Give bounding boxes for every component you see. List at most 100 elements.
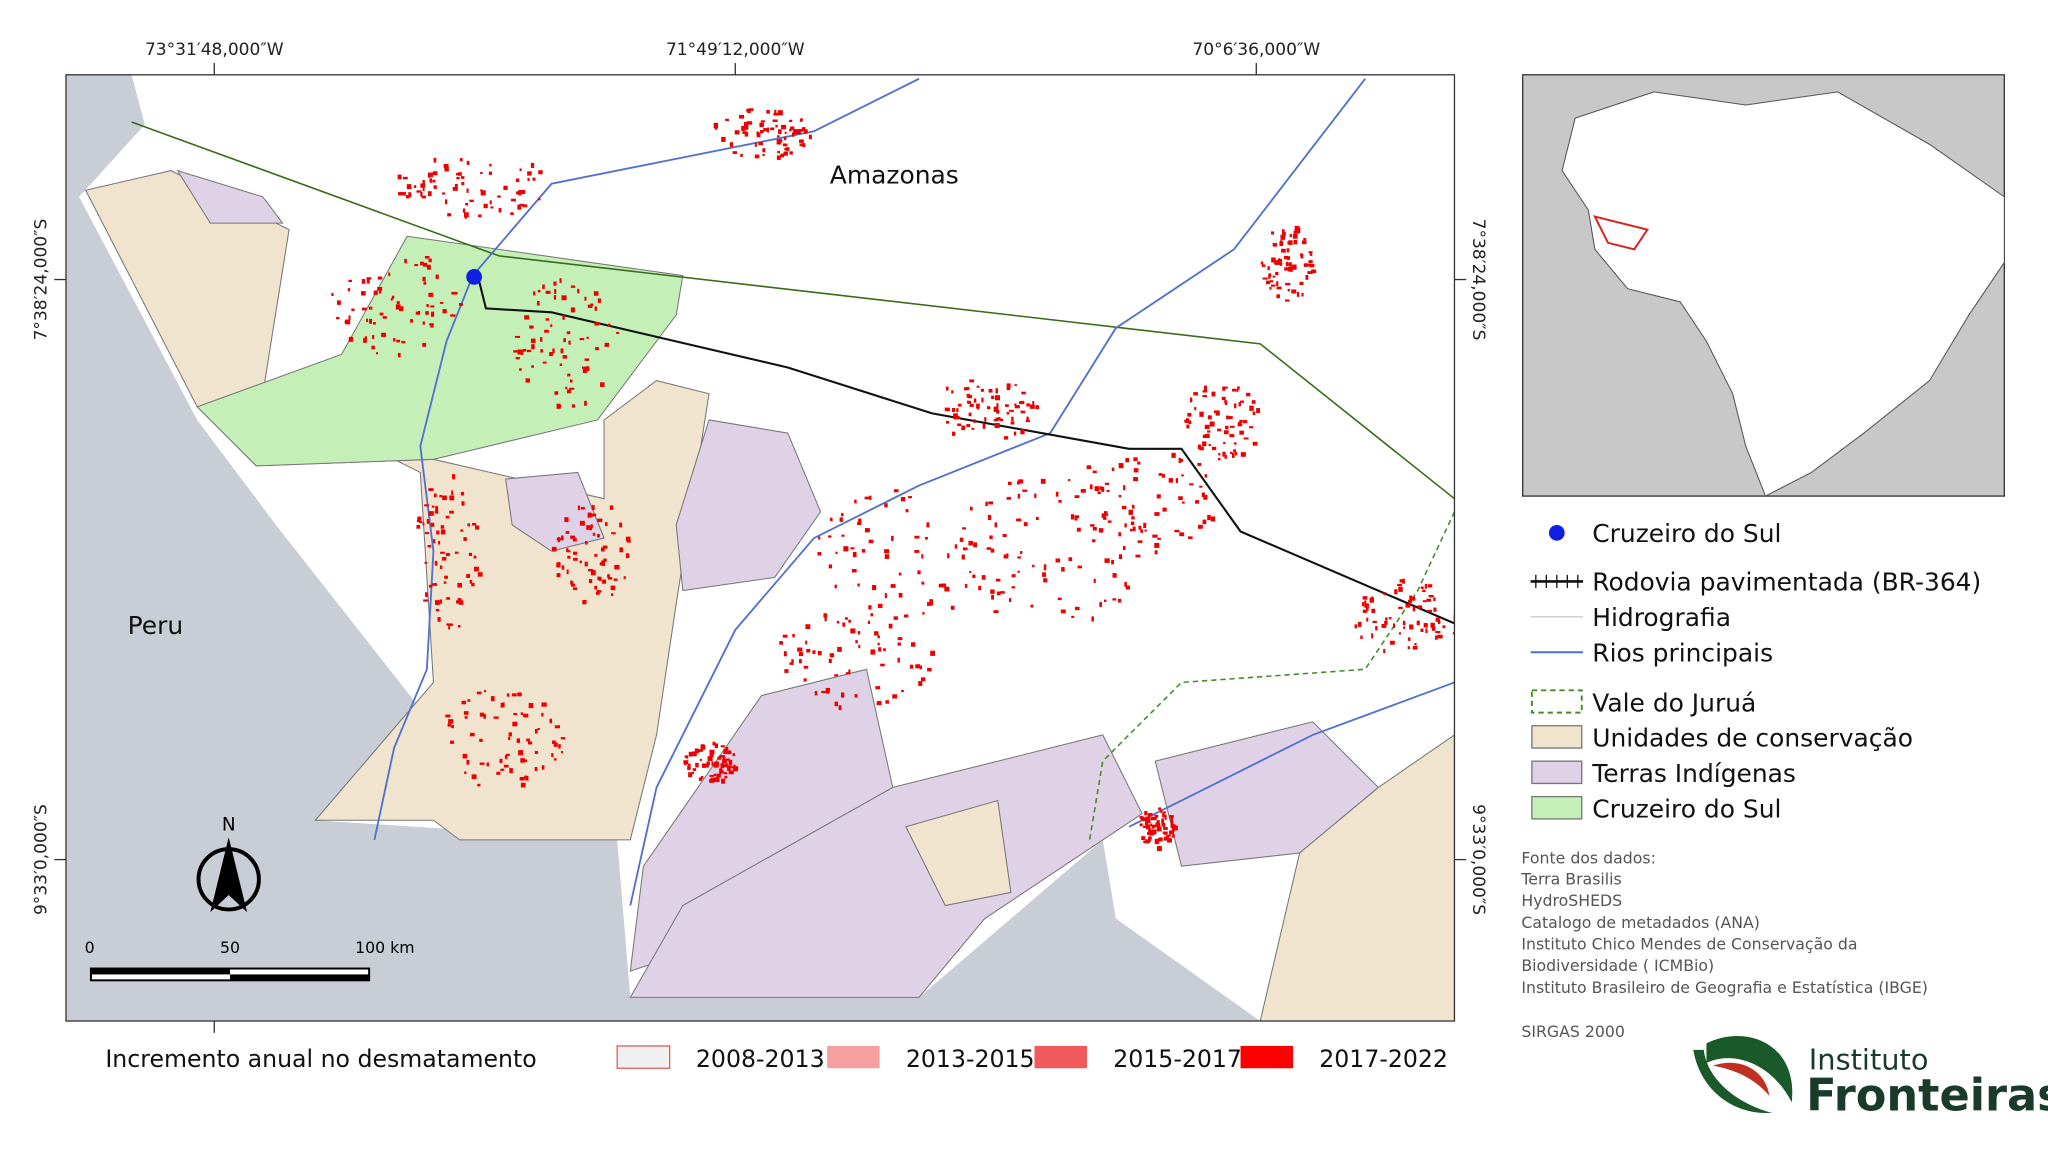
deforestation-patch — [1282, 231, 1286, 237]
deforestation-patch — [562, 315, 565, 320]
deforestation-patch — [834, 674, 839, 677]
deforestation-patch — [754, 154, 760, 159]
deforestation-patch — [1197, 462, 1202, 466]
deforestation-patch — [1147, 818, 1151, 824]
deforestation-patch — [456, 600, 460, 604]
deforestation-patch — [594, 585, 598, 590]
deforestation-patch — [479, 762, 485, 765]
deforestation-patch — [1118, 554, 1123, 560]
deforestation-patch — [447, 723, 452, 727]
deforestation-patch — [1268, 273, 1272, 278]
deforestation-patch — [519, 203, 525, 206]
deforestation-patch — [1301, 292, 1304, 297]
deforestation-patch — [722, 758, 727, 764]
deforestation-patch — [893, 489, 899, 493]
deforestation-patch — [1277, 258, 1281, 263]
deforestation-patch — [484, 690, 487, 693]
deforestation-patch — [1187, 536, 1193, 539]
deforestation-patch — [461, 700, 467, 705]
deforestation-patch — [951, 390, 954, 394]
deforestation-patch — [1163, 837, 1168, 841]
deforestation-patch — [565, 531, 570, 534]
deforestation-patch — [778, 129, 782, 135]
deforestation-patch — [480, 190, 486, 196]
deforestation-patch — [898, 592, 903, 598]
deforestation-patch — [404, 258, 407, 264]
deforestation-patch — [848, 619, 852, 623]
deforestation-patch — [1060, 609, 1066, 614]
deforestation-patch — [378, 290, 382, 294]
deforestation-patch — [837, 646, 842, 652]
deforestation-patch — [792, 633, 795, 638]
deforestation-patch — [966, 423, 971, 428]
source-line: Instituto Brasileiro de Geografia e Esta… — [1521, 978, 1928, 997]
deforestation-patch — [515, 178, 520, 183]
deforestation-patch — [1111, 559, 1115, 565]
deforestation-patch — [497, 195, 501, 198]
deforestation-patch — [696, 749, 701, 753]
deforestation-patch — [561, 750, 564, 754]
deforestation-patch — [422, 342, 427, 347]
deforestation-patch — [410, 319, 413, 323]
deforestation-patch — [978, 585, 982, 591]
deforestation-patch — [982, 423, 986, 429]
deforestation-patch — [746, 121, 753, 125]
deforestation-patch — [479, 738, 483, 743]
place-label: Peru — [128, 611, 184, 640]
deforestation-patch — [926, 602, 933, 606]
deforestation-patch — [1412, 606, 1416, 612]
deforestation-patch — [1203, 494, 1208, 500]
main-map: Amazonas Peru N 0 50 100 km — [65, 74, 1455, 1022]
deforestation-patch — [1160, 809, 1163, 814]
deforestation-patch — [619, 547, 624, 553]
deforestation-patch — [990, 589, 995, 594]
deforestation-patch — [504, 755, 508, 760]
deforestation-patch — [510, 198, 516, 202]
deforestation-patch — [758, 142, 764, 146]
deforestation-patch — [515, 357, 520, 360]
deforestation-patch — [490, 696, 495, 702]
deforestation-patch — [424, 504, 430, 507]
deforestation-patch — [553, 295, 557, 300]
deforestation-patch — [713, 773, 717, 777]
deforestation-patch — [1412, 646, 1418, 650]
deforestation-patch — [1289, 234, 1293, 238]
deforestation-patch — [883, 648, 886, 652]
deforestation-patch — [918, 681, 923, 686]
deforestation-patch — [523, 713, 529, 718]
deforestation-patch — [446, 597, 451, 600]
deforestation-patch — [1409, 624, 1414, 630]
deforestation-patch — [1008, 598, 1012, 602]
deforestation-patch — [427, 264, 431, 270]
deforestation-patch — [1256, 408, 1261, 414]
deforestation-patch — [520, 782, 526, 788]
deforestation-patch — [1122, 546, 1126, 551]
deforestation-patch — [973, 419, 976, 423]
deforestation-patch — [1148, 831, 1154, 836]
deforestation-patch — [984, 417, 987, 422]
deforestation-patch — [990, 548, 995, 553]
deforestation-patch — [996, 403, 999, 408]
deforestation-patch — [1416, 620, 1420, 626]
deforestation-patch — [457, 624, 461, 628]
scale-label: 0 — [85, 938, 95, 957]
coord-label: 71°49′12,000″W — [666, 40, 805, 60]
deforestation-patch — [1124, 523, 1127, 528]
deforestation-patch — [969, 403, 974, 407]
data-sources: Fonte dos dados: Terra Brasilis HydroSHEDS… — [1520, 849, 1928, 1041]
deforestation-patch — [450, 314, 456, 317]
deforestation-patch — [705, 763, 709, 768]
deforestation-patch — [537, 727, 540, 731]
deforestation-patch — [550, 324, 553, 327]
deforestation-patch — [763, 128, 768, 132]
deforestation-patch — [773, 112, 779, 116]
deforestation-patch — [969, 379, 975, 383]
deforestation-patch — [1237, 424, 1243, 427]
deforestation-patch — [1211, 446, 1217, 451]
deforestation-patch — [1133, 468, 1139, 473]
deforestation-patch — [466, 188, 469, 193]
deforestation-patch — [762, 148, 766, 153]
deforestation-patch — [424, 255, 430, 259]
logo: Instituto Fronteiras — [1693, 1035, 2048, 1121]
deforestation-patch — [1150, 816, 1156, 821]
